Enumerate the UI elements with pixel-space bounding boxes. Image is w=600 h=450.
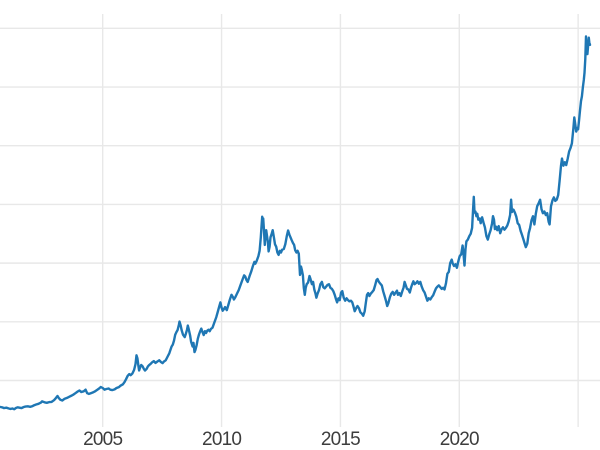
- x-tick-label-2020: 2020: [439, 429, 480, 450]
- x-tick-label-2015: 2015: [320, 429, 361, 450]
- price-line: [0, 35, 592, 411]
- x-tick-label-2005: 2005: [83, 429, 123, 450]
- x-tick-label-2010: 2010: [202, 429, 242, 450]
